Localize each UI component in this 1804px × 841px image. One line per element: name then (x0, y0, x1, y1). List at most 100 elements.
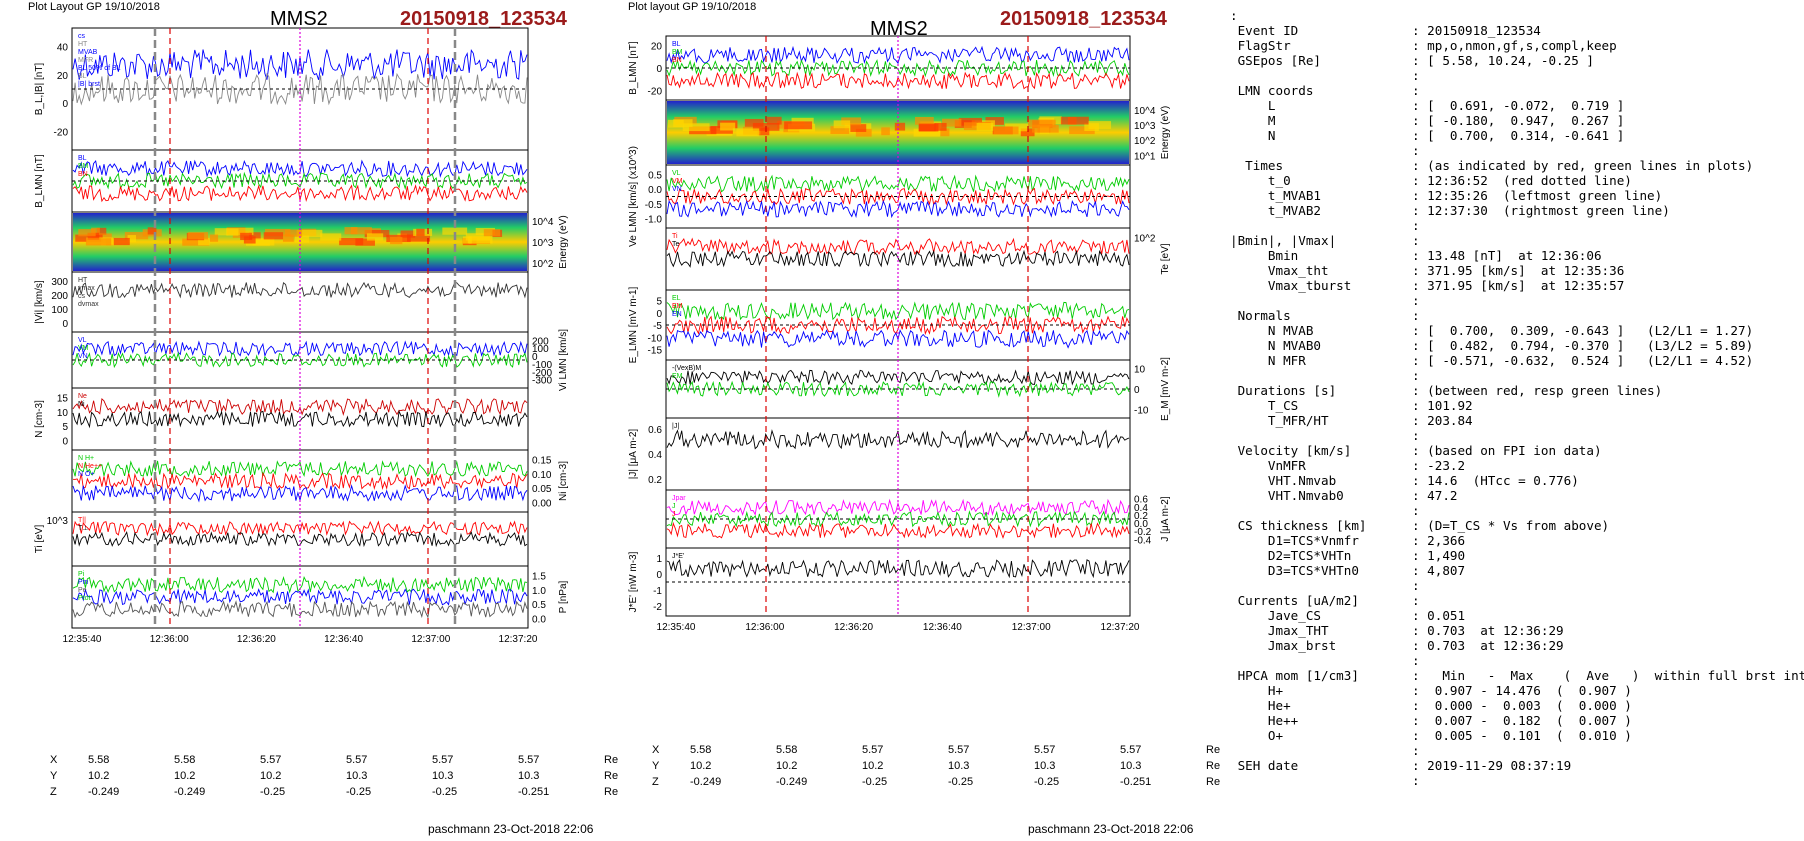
spectrogram-band (226, 227, 254, 235)
coord-value: -0.249 (88, 786, 120, 798)
spectrogram-band (406, 234, 431, 242)
series-line (72, 340, 528, 358)
series-line (72, 460, 528, 478)
summary-row: : (1230, 68, 1790, 83)
spectrogram-band (976, 123, 994, 131)
summary-row: Normals : (1230, 308, 1790, 323)
legend-entry: BM (78, 163, 89, 170)
summary-value: : [ 5.58, 10.24, -0.25 ] (1411, 53, 1594, 68)
summary-key: VnMFR (1230, 458, 1412, 473)
summary-key: Vmax_tburst (1230, 278, 1412, 293)
y-tick-label: 10^3 (1134, 121, 1156, 132)
coord-value: 5.57 (260, 754, 282, 766)
summary-value: : (1411, 83, 1420, 98)
summary-row: D1=TCS*Vnmfr : 2,366 (1230, 533, 1790, 548)
summary-value: : 0.005 - 0.101 ( 0.010 ) (1411, 728, 1632, 743)
summary-value: : 12:35:26 (leftmost green line) (1411, 188, 1663, 203)
summary-value: : 371.95 [km/s] at 12:35:57 (1411, 278, 1625, 293)
y-axis-label: B_L,|B| [nT] (34, 63, 45, 116)
summary-row: Event ID : 20150918_123534 (1230, 23, 1790, 38)
legend-entry: |B| brst (78, 81, 100, 88)
summary-row: Times : (as indicated by red, green line… (1230, 158, 1790, 173)
spectrogram-band (850, 124, 867, 132)
summary-row: He++ : 0.007 - 0.182 ( 0.007 ) (1230, 713, 1790, 728)
summary-value: : (1411, 653, 1420, 668)
legend-entry: Pm (78, 579, 89, 586)
coord-value: -0.25 (432, 786, 458, 798)
summary-row: D2=TCS*VHTn : 1,490 (1230, 548, 1790, 563)
series-line (72, 397, 528, 416)
coord-value: 5.58 (690, 744, 712, 756)
spectrogram-band (240, 232, 252, 241)
spectrogram-band (442, 227, 468, 235)
spectrogram-band (400, 230, 416, 238)
spectrogram-band (934, 122, 947, 131)
coord-value: 5.57 (346, 754, 368, 766)
legend-entry: BL (672, 41, 681, 48)
spectrogram-band (720, 122, 736, 131)
y-tick-label: -100 (532, 360, 552, 371)
summary-value: : 1,490 (1411, 548, 1466, 563)
spectrogram-band (282, 234, 294, 242)
coord-value: 5.57 (432, 754, 454, 766)
y-tick-label: -0.5 (645, 200, 663, 211)
y-tick-label: 0.00 (532, 499, 552, 510)
x-tick-label: 12:35:40 (657, 622, 696, 633)
y-tick-label: 0 (656, 570, 662, 581)
legend-entry: BM (672, 49, 683, 56)
spectrogram-band (182, 238, 210, 246)
summary-key: N MVAB0 (1230, 338, 1412, 353)
legend-entry: J (672, 503, 676, 510)
summary-key: H+ (1230, 683, 1412, 698)
summary-key: Bmin (1230, 248, 1412, 263)
legend-entry: Te (672, 241, 680, 248)
legend-entry: cs (78, 293, 86, 300)
event-title-right: 20150918_123534 (1000, 8, 1167, 30)
y-tick-label: -15 (648, 346, 663, 357)
series-line (666, 521, 1130, 539)
y-tick-label: -20 (54, 128, 69, 139)
summary-key: O+ (1230, 728, 1412, 743)
coord-value: -0.251 (518, 786, 550, 798)
spectrogram-band (320, 233, 342, 241)
y-tick-label: -5 (653, 321, 662, 332)
summary-key (1230, 218, 1412, 233)
legend-entry: BN (672, 57, 682, 64)
y-tick-label: -0.2 (1134, 527, 1152, 538)
coord-unit: Re (604, 786, 619, 798)
spectrogram-band (1037, 124, 1059, 133)
summary-key: GSEpos [Re] (1230, 53, 1412, 68)
x-tick-label: 12:37:20 (499, 634, 538, 645)
coord-value: -0.25 (1034, 776, 1060, 788)
summary-value: : (D=T_CS * Vs from above) (1411, 518, 1610, 533)
summary-value: : 203.84 (1411, 413, 1473, 428)
legend-entry: VM (672, 178, 683, 185)
summary-key: VHT.Nmvab (1230, 473, 1412, 488)
summary-value: : -23.2 (1411, 458, 1466, 473)
coord-axis-label: Z (652, 776, 659, 788)
coord-value: 5.57 (1034, 744, 1056, 756)
coord-value: 10.2 (862, 760, 884, 772)
summary-key: SEH date (1230, 758, 1412, 773)
y-tick-label: 100 (51, 305, 68, 316)
y-tick-label: 0 (62, 319, 68, 330)
y-tick-label: 0.2 (1134, 511, 1148, 522)
summary-key (1230, 428, 1412, 443)
legend-entry: Ti (672, 233, 678, 240)
coord-value: 5.57 (518, 754, 540, 766)
spectrogram-band (296, 229, 323, 238)
series-line (72, 531, 528, 548)
summary-value: : [ 0.691, -0.072, 0.719 ] (1411, 98, 1625, 113)
series-line (666, 380, 1130, 398)
summary-row: Vmax_tburst : 371.95 [km/s] at 12:35:57 (1230, 278, 1790, 293)
spectrogram-band (855, 128, 872, 137)
summary-key (1230, 773, 1412, 788)
probe-title-right: MMS2 (870, 18, 928, 40)
spectrogram-band (915, 116, 934, 125)
spectrogram-band (78, 229, 96, 237)
coord-axis-label: Z (50, 786, 57, 798)
summary-value: : 13.48 [nT] at 12:36:06 (1411, 248, 1602, 263)
summary-row: N : [ 0.700, 0.314, -0.641 ] (1230, 128, 1790, 143)
legend-entry: EL (672, 295, 681, 302)
legend-entry: cs (78, 33, 86, 40)
